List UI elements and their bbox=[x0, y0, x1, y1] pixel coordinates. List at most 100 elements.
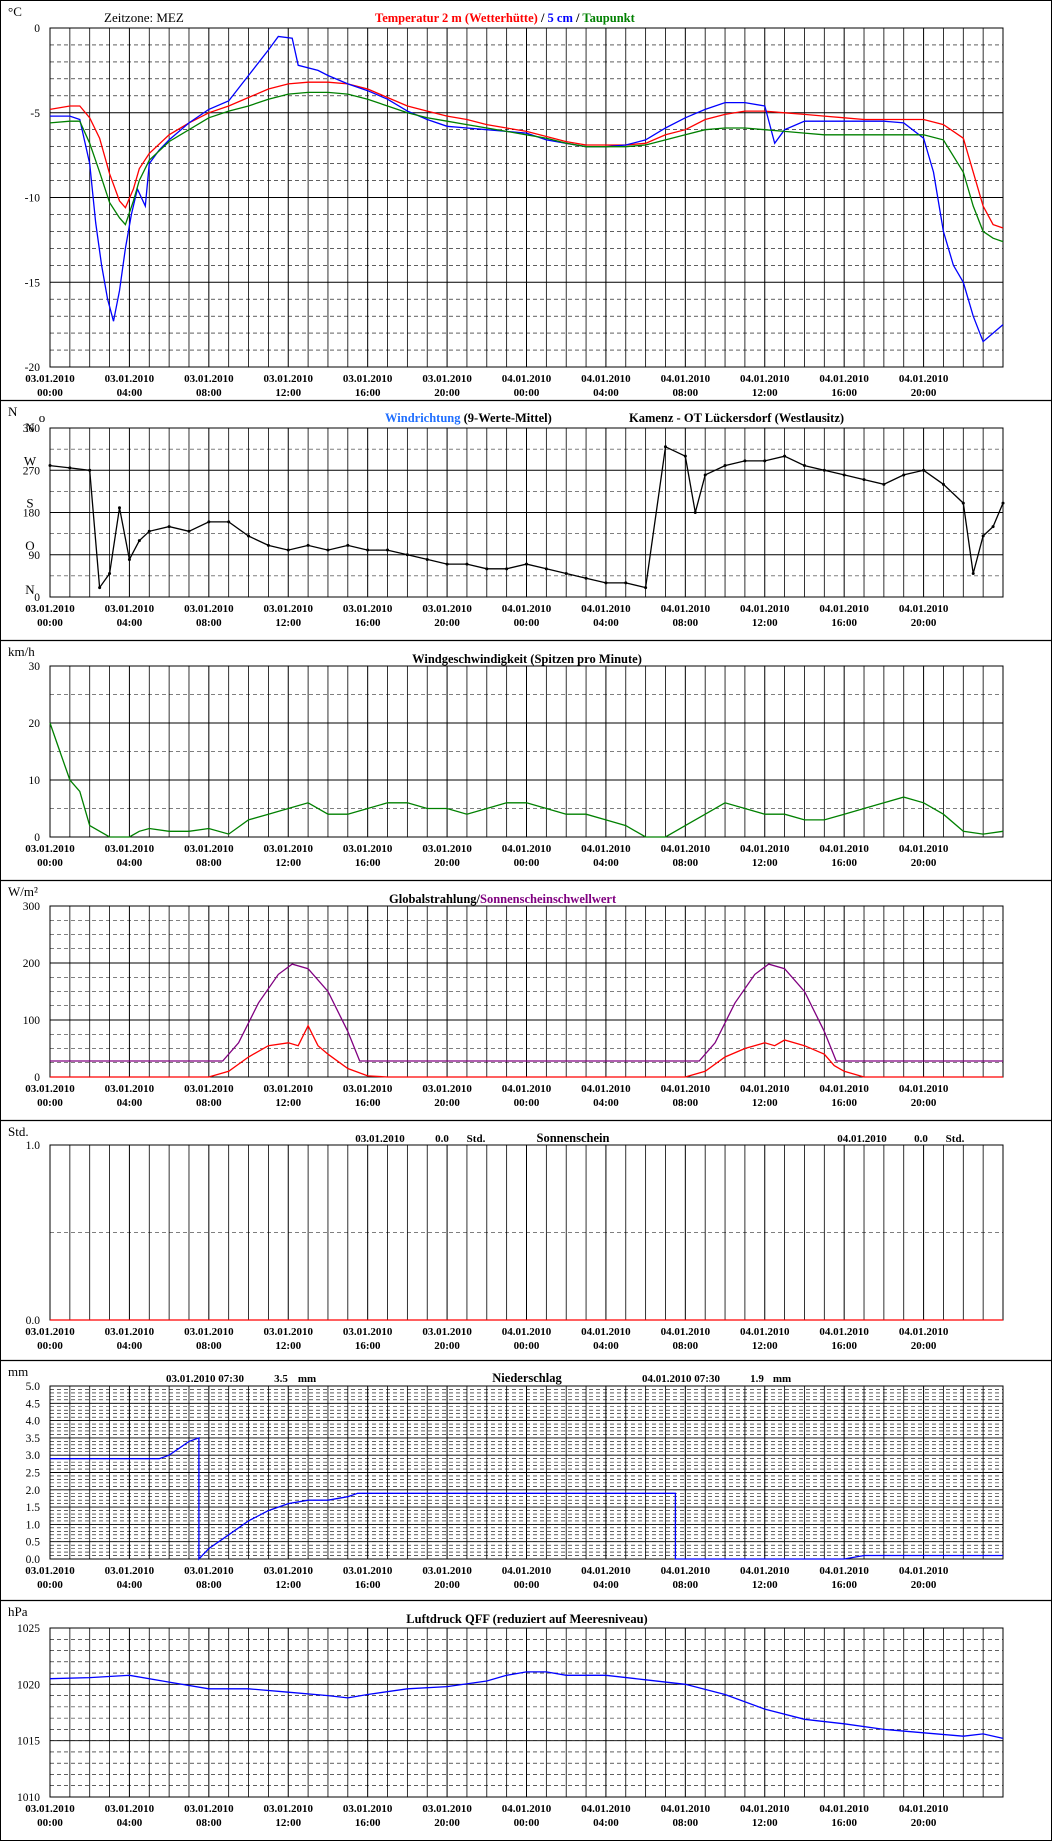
day1-date: 03.01.2010 bbox=[355, 1133, 405, 1145]
x-tick-date: 03.01.2010 bbox=[422, 373, 472, 385]
unit-label: Std. bbox=[8, 1124, 29, 1139]
x-tick-date: 03.01.2010 bbox=[264, 1326, 314, 1338]
compass-label: N bbox=[25, 420, 35, 435]
y-tick-label: 1015 bbox=[17, 1736, 40, 1748]
x-tick-time: 20:00 bbox=[434, 1097, 460, 1109]
x-tick-date: 03.01.2010 bbox=[25, 843, 75, 855]
day2-datetime: 04.01.2010 07:30 bbox=[642, 1373, 720, 1385]
x-tick-time: 20:00 bbox=[911, 1340, 937, 1352]
data-point bbox=[525, 562, 528, 566]
x-tick-date: 04.01.2010 bbox=[899, 603, 949, 615]
x-tick-time: 12:00 bbox=[275, 1097, 301, 1109]
x-tick-date: 04.01.2010 bbox=[740, 373, 790, 385]
x-tick-time: 00:00 bbox=[37, 857, 63, 869]
x-tick-time: 04:00 bbox=[117, 387, 143, 399]
y-tick-label: 100 bbox=[23, 1015, 41, 1027]
y-tick-label: 30 bbox=[29, 661, 41, 673]
x-tick-time: 16:00 bbox=[831, 1097, 857, 1109]
y-tick-label: 0.5 bbox=[26, 1537, 41, 1549]
x-tick-time: 16:00 bbox=[831, 617, 857, 629]
x-tick-date: 04.01.2010 bbox=[661, 843, 711, 855]
data-point bbox=[505, 567, 509, 571]
x-tick-time: 00:00 bbox=[37, 1579, 63, 1591]
data-point bbox=[346, 543, 350, 547]
day2-unit: mm bbox=[773, 1373, 791, 1385]
x-tick-date: 04.01.2010 bbox=[581, 1565, 631, 1577]
x-tick-time: 12:00 bbox=[752, 1097, 778, 1109]
x-tick-time: 16:00 bbox=[355, 1340, 381, 1352]
x-tick-date: 04.01.2010 bbox=[819, 1803, 869, 1815]
unit-label: W/m² bbox=[8, 884, 38, 899]
data-point bbox=[98, 586, 102, 590]
x-tick-date: 03.01.2010 bbox=[25, 1083, 75, 1095]
x-tick-time: 16:00 bbox=[355, 1579, 381, 1591]
x-tick-time: 04:00 bbox=[117, 617, 143, 629]
x-tick-date: 04.01.2010 bbox=[661, 603, 711, 615]
x-tick-date: 04.01.2010 bbox=[899, 843, 949, 855]
y-tick-label: 1.0 bbox=[26, 1519, 41, 1531]
y-tick-label: 0 bbox=[34, 832, 40, 844]
compass-label: W bbox=[24, 453, 37, 468]
x-tick-date: 03.01.2010 bbox=[343, 1326, 393, 1338]
x-tick-time: 00:00 bbox=[514, 1097, 540, 1109]
x-tick-time: 20:00 bbox=[434, 1340, 460, 1352]
x-tick-date: 03.01.2010 bbox=[184, 1083, 234, 1095]
data-point bbox=[842, 473, 846, 477]
x-tick-date: 04.01.2010 bbox=[581, 843, 631, 855]
x-tick-date: 04.01.2010 bbox=[661, 1565, 711, 1577]
x-tick-time: 08:00 bbox=[196, 857, 222, 869]
y-tick-label: 90 bbox=[29, 550, 41, 562]
panel-temperature: 0-5-10-15-2003.01.201000:0003.01.201004:… bbox=[8, 4, 1004, 399]
data-point bbox=[127, 557, 131, 561]
data-point bbox=[703, 473, 707, 477]
y-tick-label: 180 bbox=[23, 508, 41, 520]
x-tick-time: 08:00 bbox=[672, 1579, 698, 1591]
x-tick-time: 04:00 bbox=[593, 857, 619, 869]
x-tick-date: 04.01.2010 bbox=[740, 1565, 790, 1577]
x-tick-time: 00:00 bbox=[37, 387, 63, 399]
y-tick-label: 360 bbox=[23, 423, 41, 435]
x-tick-time: 04:00 bbox=[593, 387, 619, 399]
x-tick-time: 04:00 bbox=[117, 1340, 143, 1352]
data-point bbox=[971, 572, 975, 576]
panel-precipitation: 5.04.54.03.53.02.52.01.51.00.50.003.01.2… bbox=[0, 1359, 1052, 1591]
data-point bbox=[544, 567, 548, 571]
y-tick-label: -5 bbox=[30, 108, 40, 120]
data-point bbox=[624, 581, 628, 585]
x-tick-time: 16:00 bbox=[831, 387, 857, 399]
data-point bbox=[425, 557, 429, 561]
y-tick-label: 1.5 bbox=[26, 1502, 41, 1514]
x-tick-date: 03.01.2010 bbox=[422, 843, 472, 855]
x-tick-date: 04.01.2010 bbox=[819, 843, 869, 855]
x-tick-date: 03.01.2010 bbox=[343, 843, 393, 855]
x-tick-date: 04.01.2010 bbox=[740, 1326, 790, 1338]
x-tick-date: 03.01.2010 bbox=[264, 603, 314, 615]
panel-wind_speed: 302010003.01.201000:0003.01.201004:0003.… bbox=[0, 639, 1052, 869]
x-tick-date: 03.01.2010 bbox=[105, 1803, 155, 1815]
day1-datetime: 03.01.2010 07:30 bbox=[166, 1373, 244, 1385]
data-point bbox=[743, 459, 747, 463]
x-tick-date: 04.01.2010 bbox=[581, 1803, 631, 1815]
data-point bbox=[763, 459, 767, 463]
x-tick-time: 20:00 bbox=[911, 1579, 937, 1591]
x-tick-date: 04.01.2010 bbox=[581, 373, 631, 385]
data-point bbox=[187, 529, 191, 533]
x-tick-time: 04:00 bbox=[117, 1579, 143, 1591]
data-point bbox=[922, 468, 926, 472]
x-tick-date: 03.01.2010 bbox=[422, 1565, 472, 1577]
data-point bbox=[306, 543, 310, 547]
x-tick-date: 03.01.2010 bbox=[25, 1803, 75, 1815]
compass-label: N bbox=[25, 582, 35, 597]
data-point bbox=[207, 520, 211, 524]
x-tick-time: 12:00 bbox=[275, 387, 301, 399]
x-tick-time: 04:00 bbox=[117, 1817, 143, 1829]
x-tick-time: 08:00 bbox=[672, 1817, 698, 1829]
y-tick-label: 0 bbox=[34, 23, 40, 35]
x-tick-date: 04.01.2010 bbox=[502, 843, 552, 855]
data-point bbox=[584, 576, 588, 580]
data-point bbox=[227, 520, 231, 524]
y-tick-label: 4.5 bbox=[26, 1398, 41, 1410]
data-point bbox=[286, 548, 290, 552]
x-tick-time: 16:00 bbox=[355, 387, 381, 399]
